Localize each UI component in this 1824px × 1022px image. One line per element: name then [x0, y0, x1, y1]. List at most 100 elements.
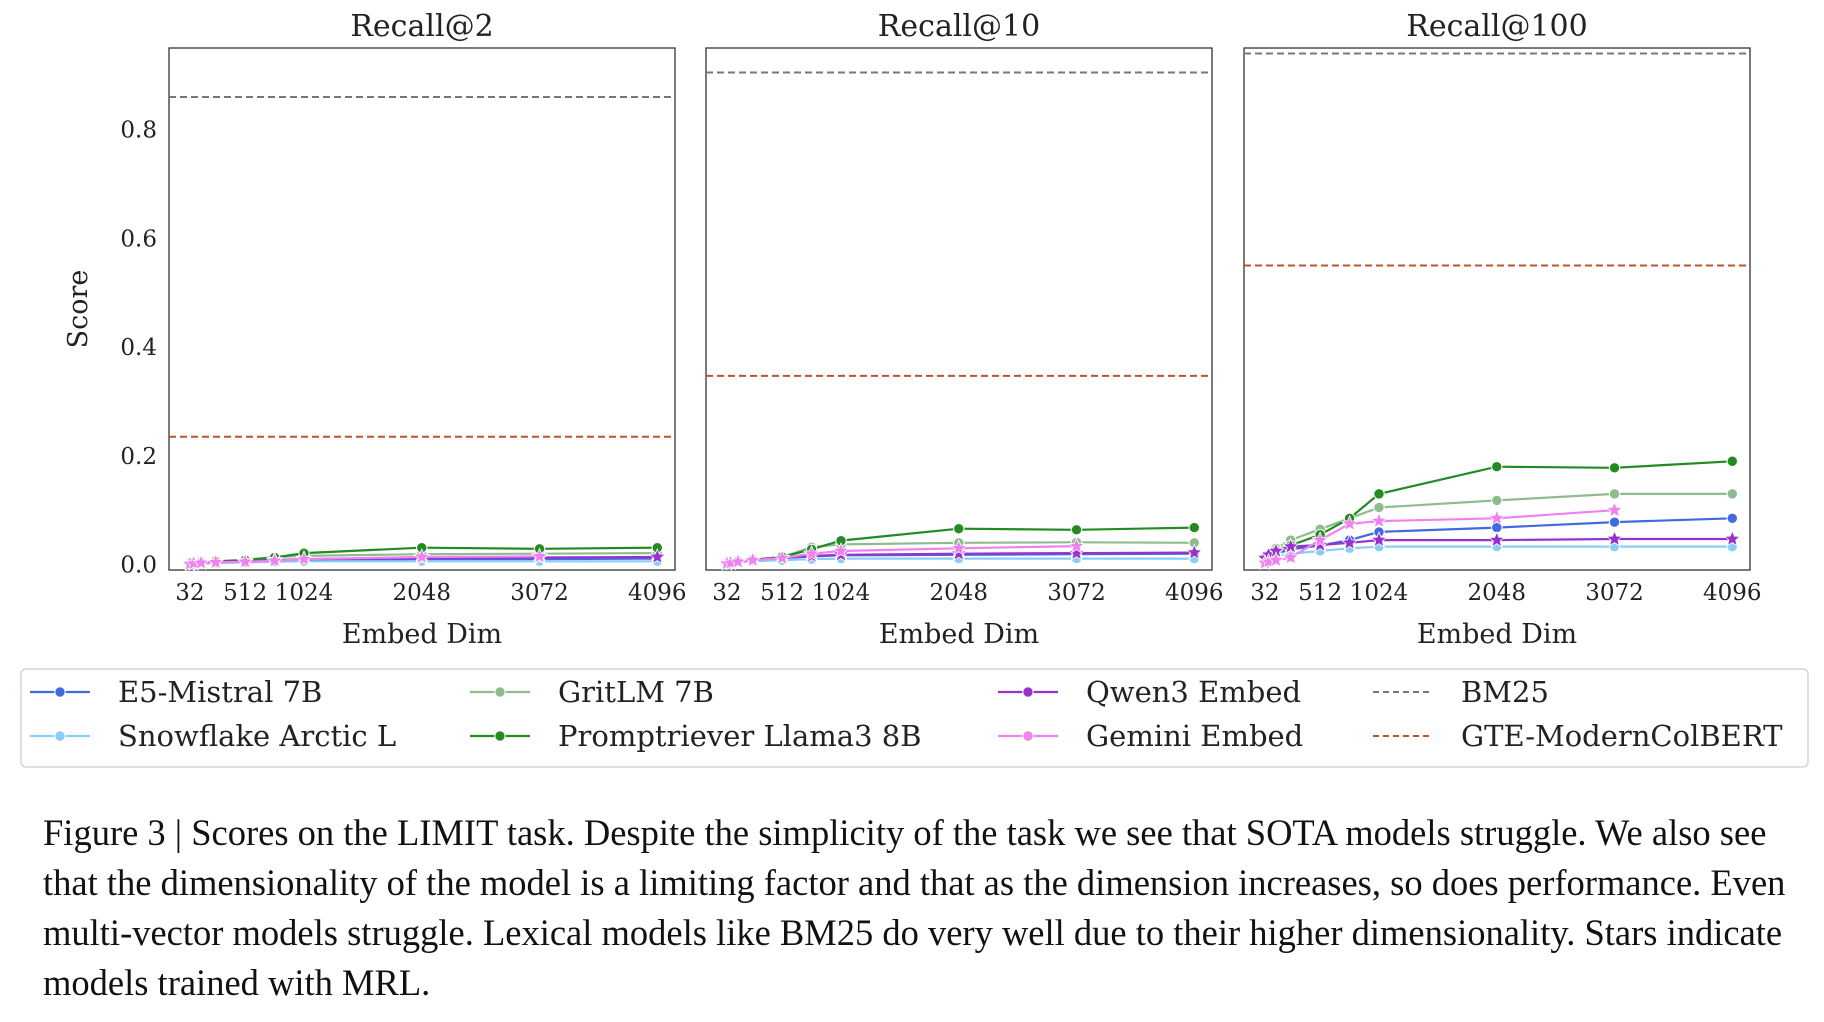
data-point	[1608, 462, 1621, 474]
x-tick-label: 4096	[1165, 580, 1224, 606]
plot-frame	[1243, 47, 1751, 571]
chart-panel-2: Recall@10 32 512 1024 2048 3072 4096 Embed Dim	[705, 9, 1224, 650]
x-tick-label: 2048	[392, 580, 451, 606]
star-marker	[1267, 551, 1285, 568]
star-marker	[1185, 543, 1203, 560]
star-marker	[295, 550, 313, 567]
data-point	[1373, 501, 1385, 514]
star-marker	[1723, 529, 1741, 547]
x-tick-label: 512	[223, 580, 267, 606]
x-tick-label: 3072	[1585, 580, 1644, 606]
legend-item-qwen3-embed: Qwen3 Embed	[998, 675, 1301, 709]
legend-item-bm25: BM25	[1373, 675, 1549, 709]
data-point	[1070, 524, 1083, 536]
x-tick-label: 2048	[929, 580, 988, 606]
data-point	[1726, 455, 1738, 467]
star-marker	[1311, 531, 1329, 548]
star-marker	[648, 547, 666, 565]
data-point	[1726, 488, 1738, 500]
star-marker	[1370, 512, 1388, 529]
legend-label: Qwen3 Embed	[1086, 675, 1301, 709]
y-axis-label: Score	[63, 270, 94, 349]
star-marker	[1488, 509, 1506, 526]
plot-frame	[168, 47, 676, 571]
x-tick-label: 4096	[1703, 580, 1762, 606]
legend-label: GritLM 7B	[558, 675, 714, 709]
chart-panel-3: Recall@100 32 512 1024 2048 3072 4096 Embed Dim	[1243, 9, 1762, 650]
legend-label: Snowflake Arctic L	[118, 719, 396, 753]
legend-label: GTE-ModernColBERT	[1461, 719, 1783, 753]
y-tick-label: 0.6	[120, 226, 157, 252]
legend-box	[20, 668, 1809, 768]
y-tick-label: 0.0	[120, 553, 157, 579]
legend-label: Promptriever Llama3 8B	[558, 719, 922, 753]
star-marker	[832, 541, 850, 559]
star-marker	[950, 539, 968, 556]
star-marker	[1341, 533, 1359, 551]
star-marker	[1605, 501, 1624, 518]
star-marker	[1605, 529, 1624, 547]
x-tick-label: 1024	[275, 580, 334, 606]
legend-item-gemini-embed: Gemini Embed	[998, 719, 1303, 753]
x-tick-label: 1024	[812, 580, 871, 606]
x-tick-label: 2048	[1467, 580, 1526, 606]
legend-marker	[494, 686, 506, 698]
star-marker	[729, 552, 747, 570]
star-marker	[1067, 537, 1086, 554]
data-point	[1491, 460, 1503, 473]
legend-marker	[54, 730, 66, 742]
x-tick-label: 4096	[628, 580, 687, 606]
x-tick-label: 32	[712, 580, 741, 606]
series-gemini-embed	[1256, 501, 1624, 571]
series-gemini-embed	[181, 547, 549, 572]
x-tick-label: 3072	[1047, 580, 1106, 606]
star-marker	[192, 553, 210, 571]
legend-item-e5-mistral-7b: E5-Mistral 7B	[30, 675, 322, 709]
panel-title: Recall@2	[350, 9, 493, 44]
x-tick-label: 512	[1298, 580, 1342, 606]
legend-marker	[54, 686, 66, 698]
chart-panel-1: Recall@2 32 512 1024 2048 3072 4096 0.0 0.2 0.4 0.…	[63, 9, 687, 650]
legend-marker	[1022, 730, 1034, 742]
legend: E5-Mistral 7B Snowflake Arctic L GritLM 7B…	[20, 668, 1809, 768]
x-axis-label: Embed Dim	[879, 619, 1039, 650]
legend-marker	[494, 730, 506, 742]
x-tick-label: 32	[175, 580, 204, 606]
x-axis-label: Embed Dim	[342, 619, 502, 650]
legend-item-snowflake-arctic-l: Snowflake Arctic L	[30, 719, 396, 753]
data-point	[953, 522, 965, 535]
data-point	[1491, 494, 1503, 507]
x-tick-label: 512	[760, 580, 804, 606]
legend-label: BM25	[1461, 675, 1549, 709]
star-marker	[413, 547, 431, 565]
panel-title: Recall@100	[1406, 9, 1587, 44]
panel-title: Recall@10	[878, 9, 1040, 44]
x-tick-label: 1024	[1350, 580, 1409, 606]
x-axis-label: Embed Dim	[1417, 619, 1577, 650]
data-point	[1726, 512, 1738, 525]
legend-label: Gemini Embed	[1086, 719, 1303, 753]
star-marker	[803, 544, 821, 562]
legend-label: E5-Mistral 7B	[118, 675, 322, 709]
star-marker	[1341, 514, 1359, 532]
data-point	[1608, 488, 1621, 500]
star-marker	[744, 551, 762, 568]
x-tick-label: 3072	[510, 580, 569, 606]
legend-item-gritlm-7b: GritLM 7B	[470, 675, 714, 709]
data-point	[1373, 488, 1385, 500]
star-marker	[530, 547, 549, 564]
star-marker	[1067, 544, 1086, 561]
legend-item-gte-moderncolbert: GTE-ModernColBERT	[1373, 719, 1783, 753]
figure-caption: Figure 3 | Scores on the LIMIT task. Des…	[43, 812, 1786, 1003]
star-marker	[1488, 531, 1506, 548]
star-marker	[236, 552, 254, 570]
x-tick-label: 32	[1250, 580, 1279, 606]
data-point	[1188, 521, 1200, 534]
legend-marker	[1022, 686, 1034, 698]
star-marker	[950, 544, 968, 562]
series-gemini-embed	[718, 537, 1086, 571]
y-tick-label: 0.8	[120, 118, 157, 144]
star-marker	[1370, 531, 1388, 548]
y-tick-label: 0.4	[120, 335, 157, 361]
